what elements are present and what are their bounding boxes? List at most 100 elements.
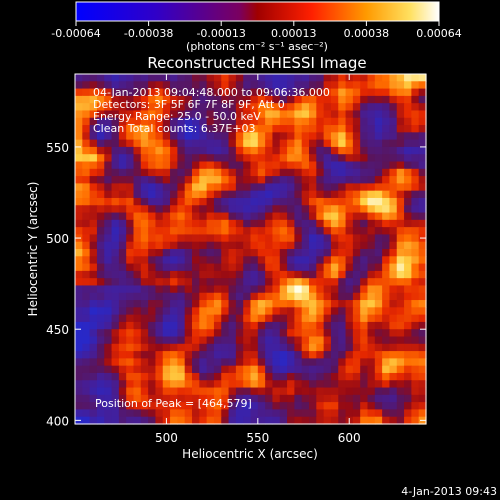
heatmap-cell: [404, 205, 412, 214]
heatmap-cell: [82, 168, 91, 177]
heatmap-cell: [126, 219, 135, 228]
heatmap-cell: [96, 249, 105, 257]
heatmap-cell: [184, 321, 193, 330]
heatmap-cell: [140, 205, 149, 214]
heatmap-cell: [170, 358, 178, 367]
heatmap-cell: [404, 176, 412, 184]
heatmap-cell: [228, 227, 237, 236]
heatmap-cell: [82, 380, 91, 389]
heatmap-cell: [396, 256, 405, 265]
heatmap-cell: [272, 205, 281, 214]
heatmap-cell: [170, 292, 178, 301]
heatmap-cell: [389, 394, 398, 403]
heatmap-cell: [411, 351, 420, 359]
heatmap-cell: [323, 74, 332, 82]
heatmap-cell: [96, 95, 105, 104]
heatmap-cell: [404, 402, 412, 411]
heatmap-cell: [184, 249, 193, 257]
heatmap-cell: [111, 88, 120, 97]
heatmap-cell: [104, 343, 113, 352]
heatmap-cell: [96, 336, 105, 345]
heatmap-cell: [316, 154, 325, 163]
heatmap-cell: [243, 409, 252, 418]
heatmap-cell: [367, 176, 376, 184]
heatmap-cell: [177, 263, 186, 272]
heatmap-cell: [396, 285, 405, 294]
heatmap-cell: [309, 380, 317, 389]
heatmap-cell: [323, 256, 332, 265]
heatmap-cell: [243, 329, 252, 338]
heatmap-cell: [162, 154, 171, 163]
heatmap-cell: [148, 270, 157, 279]
heatmap-cell: [155, 234, 164, 243]
heatmap-cell: [228, 263, 237, 272]
heatmap-cell: [382, 88, 391, 97]
heatmap-cell: [170, 380, 178, 389]
heatmap-cell: [272, 234, 281, 243]
heatmap-cell: [382, 372, 391, 381]
heatmap-cell: [287, 351, 295, 359]
heatmap-cell: [404, 314, 412, 323]
heatmap-cell: [272, 270, 281, 279]
heatmap-cell: [257, 358, 266, 367]
heatmap-cell: [140, 249, 149, 257]
heatmap-cell: [265, 329, 274, 338]
heatmap-cell: [418, 292, 427, 301]
heatmap-cell: [243, 81, 252, 90]
heatmap-cell: [301, 74, 310, 82]
heatmap-cell: [352, 168, 361, 177]
heatmap-cell: [389, 256, 398, 265]
heatmap-cell: [352, 125, 361, 133]
heatmap-cell: [301, 300, 310, 308]
heatmap-cell: [265, 285, 274, 294]
heatmap-cell: [265, 365, 274, 374]
heatmap-cell: [338, 197, 347, 206]
heatmap-cell: [330, 110, 339, 119]
heatmap-cell: [192, 329, 200, 338]
heatmap-cell: [111, 402, 120, 411]
heatmap-cell: [243, 314, 252, 323]
heatmap-cell: [316, 161, 325, 170]
heatmap-cell: [126, 168, 135, 177]
heatmap-cell: [323, 402, 332, 411]
heatmap-cell: [301, 227, 310, 236]
heatmap-cell: [374, 256, 383, 265]
heatmap-cell: [155, 241, 164, 250]
heatmap-cell: [155, 372, 164, 381]
heatmap-cell: [118, 154, 127, 163]
heatmap-cell: [235, 176, 244, 184]
heatmap-cell: [221, 132, 230, 141]
heatmap-cell: [279, 74, 288, 82]
heatmap-cell: [75, 358, 83, 367]
heatmap-cell: [265, 74, 274, 82]
heatmap-cell: [213, 146, 222, 155]
heatmap-cell: [192, 241, 200, 250]
heatmap-cell: [360, 234, 369, 243]
heatmap-cell: [345, 358, 354, 367]
heatmap-cell: [140, 278, 149, 287]
heatmap-cell: [82, 394, 91, 403]
heatmap-cell: [243, 219, 252, 228]
heatmap-cell: [382, 292, 391, 301]
heatmap-cell: [418, 321, 427, 330]
heatmap-cell: [140, 372, 149, 381]
heatmap-cell: [221, 117, 230, 126]
heatmap-cell: [374, 117, 383, 126]
heatmap-cell: [148, 146, 157, 155]
heatmap-cell: [301, 205, 310, 214]
heatmap-cell: [257, 263, 266, 272]
heatmap-cell: [162, 394, 171, 403]
heatmap-cell: [177, 416, 186, 425]
heatmap-cell: [89, 234, 98, 243]
heatmap-cell: [279, 263, 288, 272]
heatmap-cell: [228, 365, 237, 374]
annotations: 04-Jan-2013 09:04:48.000 to 09:06:36.000…: [93, 86, 330, 410]
heatmap-cell: [265, 103, 274, 112]
heatmap-cell: [111, 409, 120, 418]
heatmap-cell: [360, 74, 369, 82]
heatmap-cell: [396, 241, 405, 250]
heatmap-cell: [396, 329, 405, 338]
heatmap-cell: [75, 343, 83, 352]
heatmap-cell: [418, 205, 427, 214]
heatmap-cell: [367, 387, 376, 396]
